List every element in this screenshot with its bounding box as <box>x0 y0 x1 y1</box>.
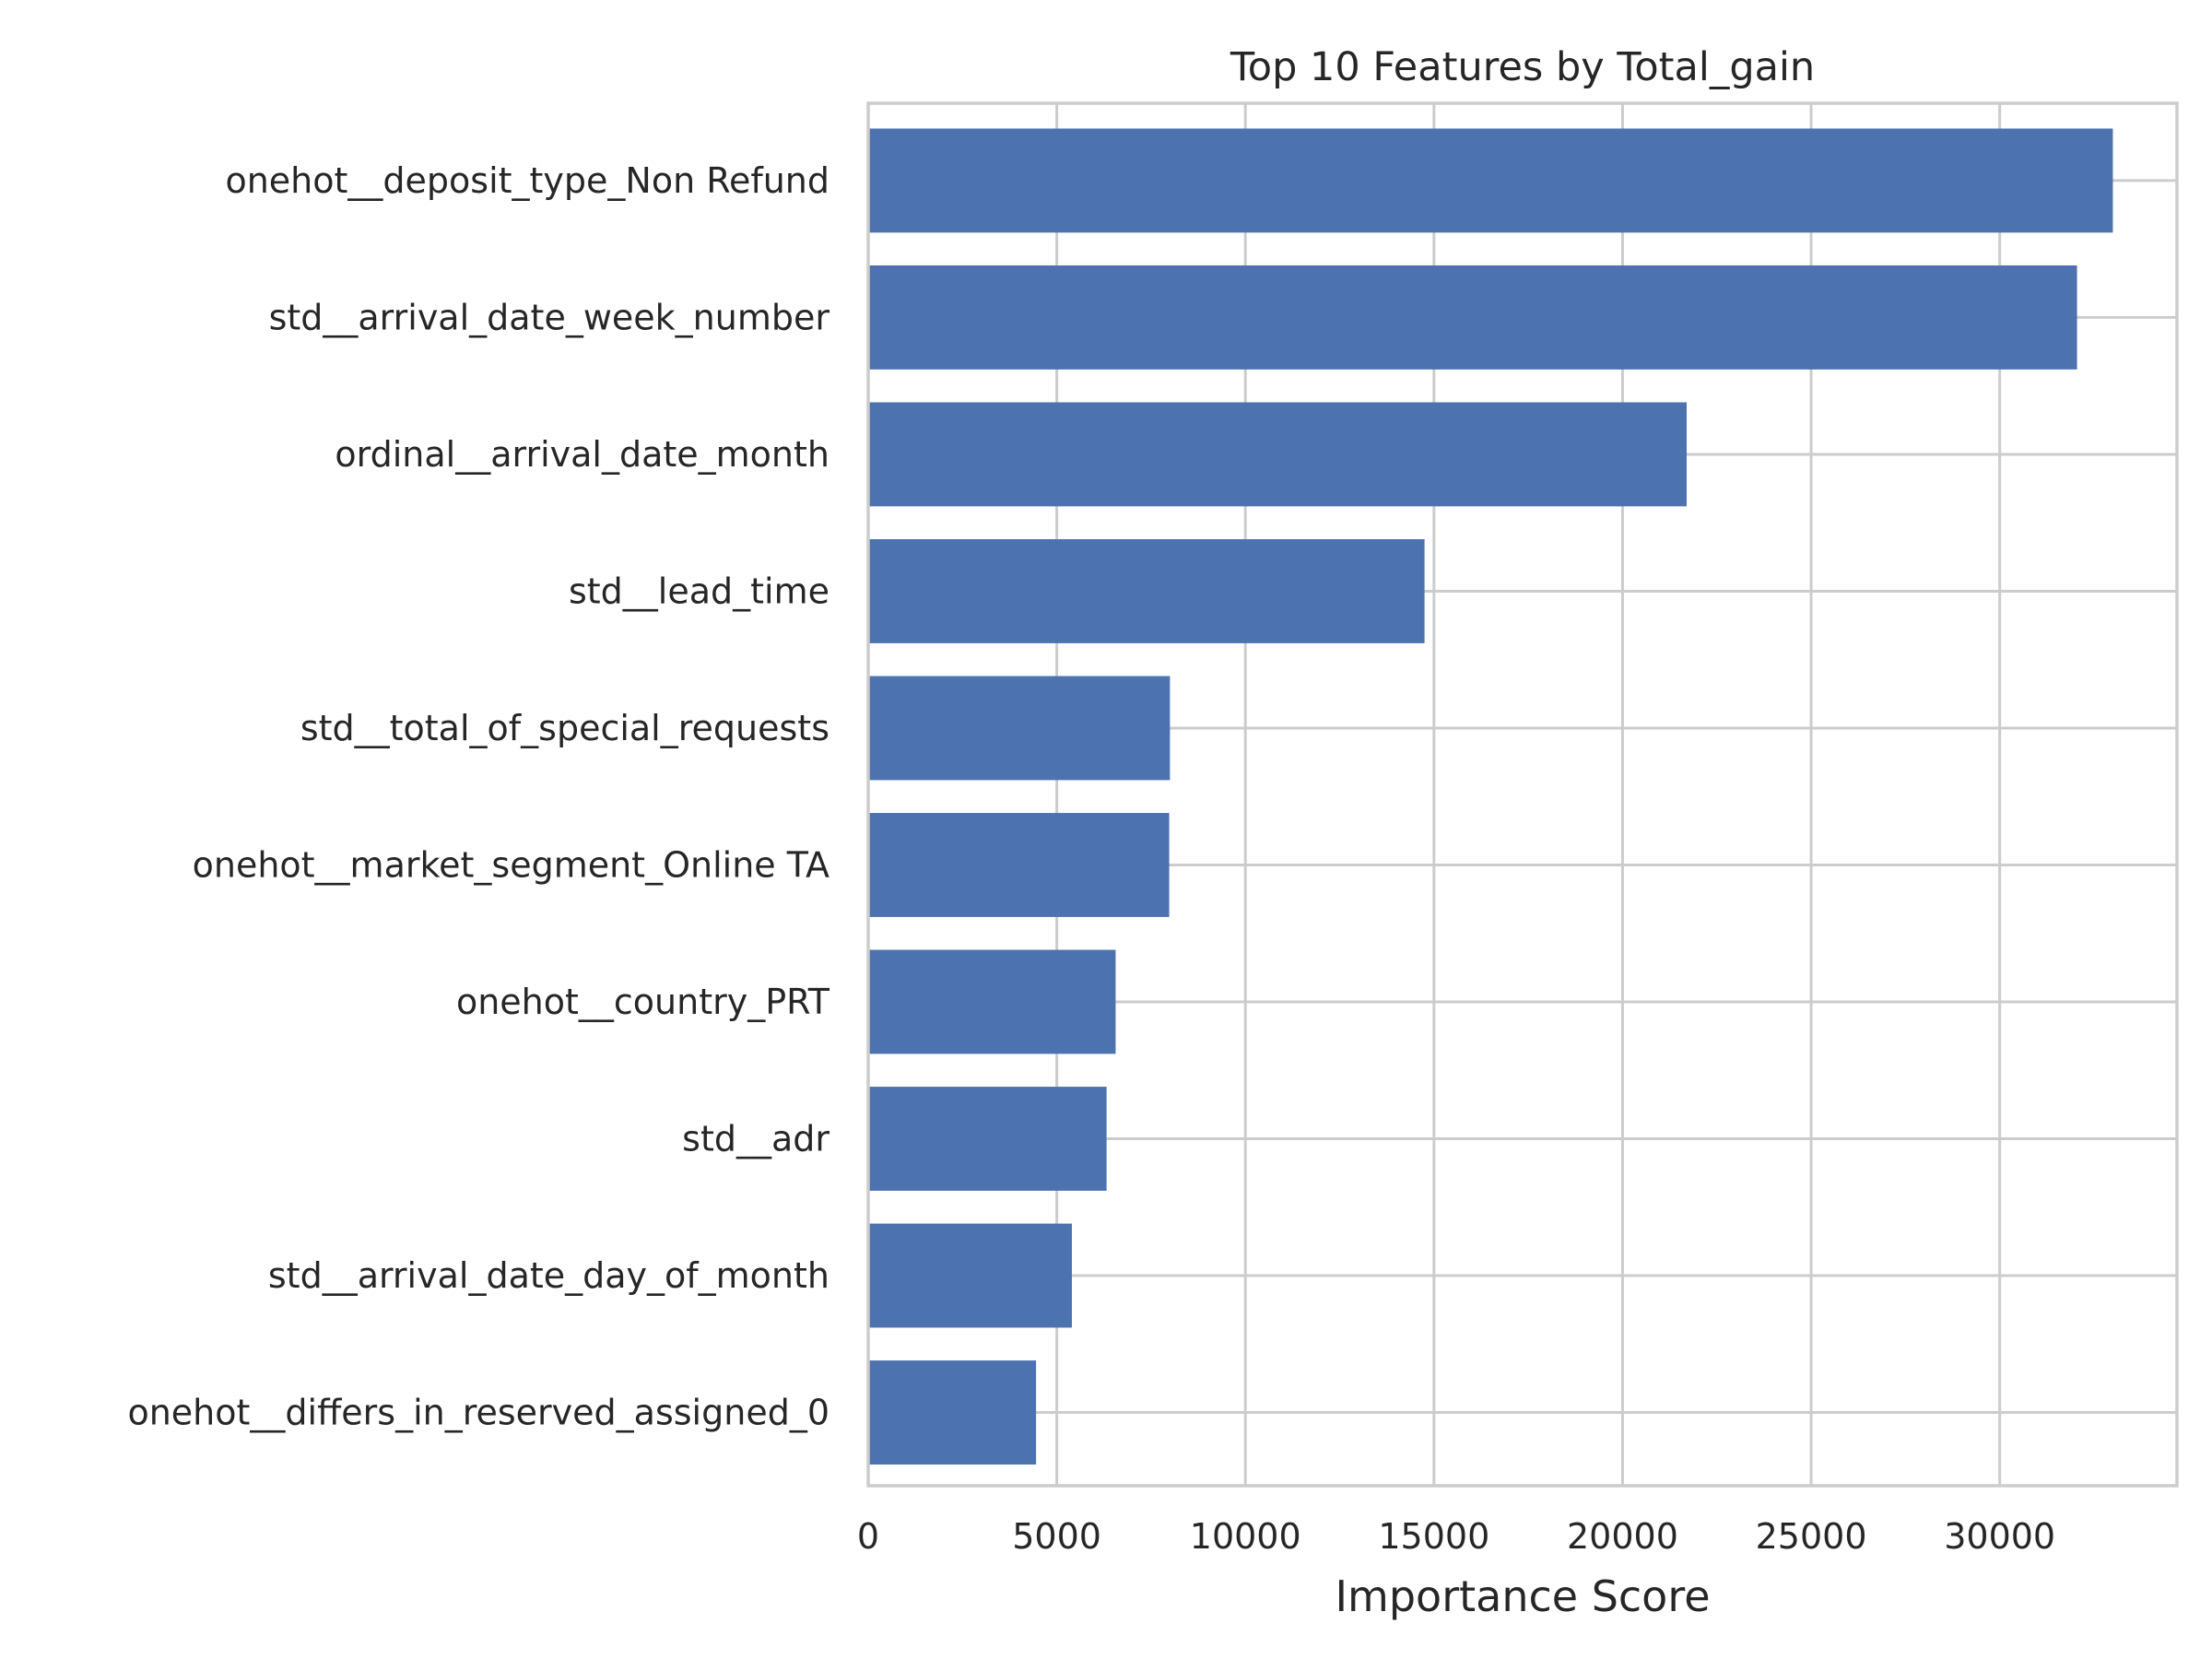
category-label: std__arrival_date_day_of_month <box>268 1255 830 1296</box>
x-tick-label: 10000 <box>1190 1516 1301 1557</box>
category-label: std__adr <box>682 1119 830 1159</box>
x-tick-label: 30000 <box>1944 1516 2055 1557</box>
category-labels: onehot__deposit_type_Non Refund std__arri… <box>127 160 830 1433</box>
category-label: onehot__country_PRT <box>456 982 830 1022</box>
x-tick-label: 5000 <box>1012 1516 1101 1557</box>
bar <box>868 1087 1107 1191</box>
bar <box>868 1223 1072 1328</box>
plot-frame <box>866 101 2179 1488</box>
category-label: std__lead_time <box>569 571 830 611</box>
bar <box>868 1360 1037 1465</box>
category-label: onehot__differs_in_reserved_assigned_0 <box>127 1393 830 1433</box>
x-axis-label: Importance Score <box>1335 1571 1710 1621</box>
bars <box>868 128 2113 1465</box>
bar <box>868 949 1116 1054</box>
x-tick-label: 15000 <box>1378 1516 1489 1557</box>
x-tick-label: 25000 <box>1756 1516 1867 1557</box>
category-label: onehot__market_segment_Online TA <box>193 844 830 885</box>
bar <box>868 402 1688 507</box>
bar <box>868 265 2077 370</box>
category-label: ordinal__arrival_date_month <box>335 434 830 475</box>
category-label: std__total_of_special_requests <box>300 708 830 748</box>
bar <box>868 676 1171 781</box>
bar <box>868 128 2113 233</box>
bar <box>868 539 1425 643</box>
x-tick-label: 0 <box>857 1516 879 1557</box>
x-tick-labels: 0 5000 10000 15000 20000 25000 30000 <box>857 1516 2055 1557</box>
chart-title: Top 10 Features by Total_gain <box>1230 44 1815 90</box>
x-tick-label: 20000 <box>1567 1516 1678 1557</box>
category-label: onehot__deposit_type_Non Refund <box>225 160 830 201</box>
category-label: std__arrival_date_week_number <box>269 297 830 337</box>
bar <box>868 813 1170 917</box>
